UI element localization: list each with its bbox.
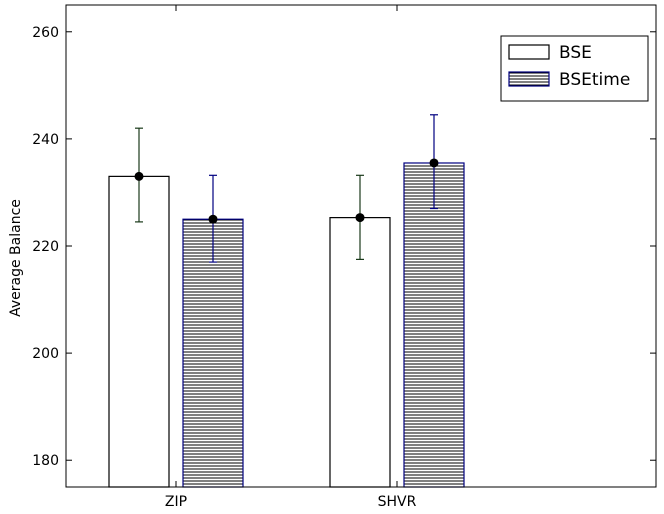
legend: BSE BSEtime <box>500 35 649 102</box>
mean-marker-bsetime-zip <box>208 214 218 224</box>
y-tick-label: 200 <box>32 346 59 362</box>
mean-marker-bsetime-shvr <box>429 158 439 168</box>
mean-marker-bse-shvr <box>355 213 365 223</box>
legend-swatch-bsetime <box>508 71 550 87</box>
plot-area: 180 200 220 240 260 ZIP SHVR <box>32 4 657 510</box>
mean-marker-bse-zip <box>134 171 144 181</box>
y-tick-label: 260 <box>32 25 59 41</box>
legend-label-bse: BSE <box>559 43 592 63</box>
bar-bse-zip <box>108 175 170 488</box>
x-tick-label-zip: ZIP <box>165 494 187 510</box>
bar-bsetime-shvr <box>403 162 465 488</box>
y-tick-label: 240 <box>32 132 59 148</box>
legend-label-bsetime: BSEtime <box>559 70 630 90</box>
y-axis-title: Average Balance <box>8 199 24 317</box>
x-tick-label-shvr: SHVR <box>378 494 417 510</box>
y-tick-label: 180 <box>32 453 59 469</box>
y-tick-label: 220 <box>32 239 59 255</box>
bar-bse-shvr <box>329 217 391 488</box>
legend-swatch-bse <box>508 44 550 60</box>
